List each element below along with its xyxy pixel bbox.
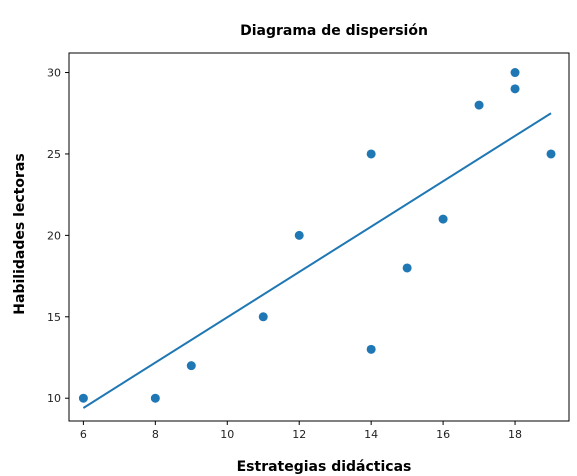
- x-tick-label: 16: [436, 428, 450, 441]
- data-point: [78, 393, 88, 403]
- data-point: [366, 344, 376, 354]
- data-point: [258, 312, 268, 322]
- x-tick-label: 12: [292, 428, 306, 441]
- axis-ticks: 6 8 10 12 14 16 18 10 15 20 25 30: [47, 67, 522, 441]
- x-tick-label: 8: [152, 428, 159, 441]
- trend-line: [82, 112, 552, 409]
- data-point: [546, 149, 556, 159]
- y-tick-label: 10: [47, 392, 61, 405]
- y-tick-label: 25: [47, 148, 61, 161]
- data-point: [402, 263, 412, 273]
- x-tick-label: 18: [508, 428, 522, 441]
- data-point: [438, 214, 448, 224]
- x-tick-label: 6: [80, 428, 87, 441]
- x-axis-label: Estrategias didácticas: [237, 459, 412, 475]
- data-point: [510, 84, 520, 94]
- data-point: [186, 361, 196, 371]
- y-tick-label: 30: [47, 67, 61, 80]
- data-point: [294, 230, 304, 240]
- data-point: [510, 68, 520, 78]
- plot-frame: [68, 52, 570, 422]
- y-axis-label: Habilidades lectoras: [12, 153, 28, 314]
- plot-area: [68, 52, 570, 422]
- data-point: [366, 149, 376, 159]
- chart-title: Diagrama de dispersión: [240, 23, 428, 39]
- data-point: [150, 393, 160, 403]
- x-tick-label: 14: [364, 428, 378, 441]
- data-point: [474, 100, 484, 110]
- y-tick-label: 20: [47, 229, 61, 242]
- x-tick-label: 10: [220, 428, 234, 441]
- y-tick-label: 15: [47, 311, 61, 324]
